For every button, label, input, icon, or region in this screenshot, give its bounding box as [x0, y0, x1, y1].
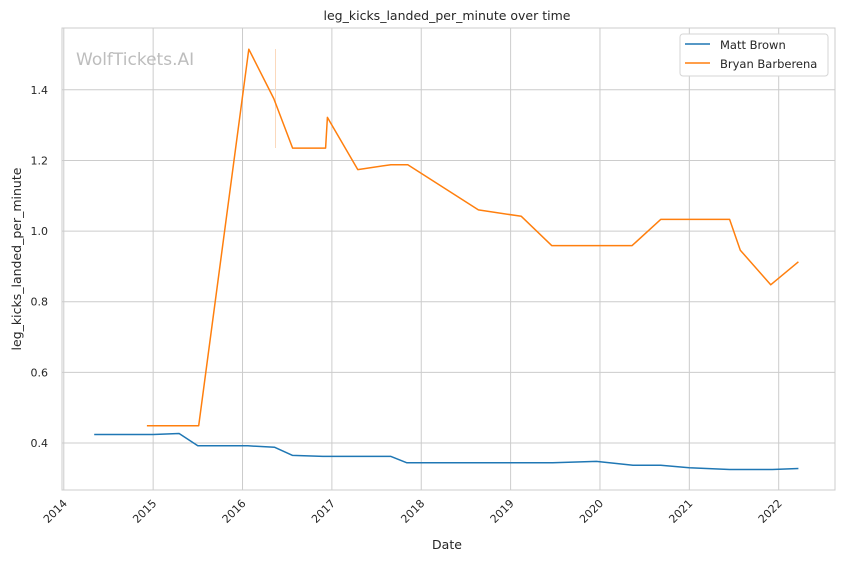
x-tick-label: 2022 — [756, 497, 785, 526]
y-tick-label: 0.6 — [31, 366, 49, 379]
x-tick-label: 2020 — [577, 497, 606, 526]
y-tick-label: 1.4 — [31, 84, 49, 97]
legend-box — [679, 33, 829, 77]
x-tick-label: 2017 — [309, 497, 338, 526]
x-tick-label: 2015 — [130, 497, 159, 526]
series-lines — [94, 48, 799, 471]
grid — [62, 28, 835, 490]
y-tick-label: 0.8 — [31, 296, 49, 309]
y-tick-label: 0.4 — [31, 437, 49, 450]
x-tick-label: 2019 — [488, 497, 517, 526]
legend: Matt Brown Bryan Barberena — [679, 33, 829, 77]
y-tick-label: 1.0 — [31, 225, 49, 238]
chart-title: leg_kicks_landed_per_minute over time — [324, 8, 571, 23]
x-tick-label: 2021 — [666, 497, 695, 526]
y-axis-label: leg_kicks_landed_per_minute — [9, 167, 24, 350]
series-line-matt-brown — [94, 432, 799, 471]
legend-label-matt-brown: Matt Brown — [720, 38, 786, 52]
series-line-bryan-barberena — [146, 48, 799, 427]
legend-label-bryan-barberena: Bryan Barberena — [720, 57, 817, 71]
y-tick-label: 1.2 — [31, 154, 49, 167]
plot-area — [61, 27, 836, 491]
watermark: WolfTickets.AI — [76, 50, 194, 70]
x-tick-label: 2018 — [398, 497, 427, 526]
x-tick-label: 2014 — [41, 497, 70, 526]
x-tick-label: 2016 — [220, 497, 249, 526]
x-axis-label: Date — [432, 537, 462, 552]
